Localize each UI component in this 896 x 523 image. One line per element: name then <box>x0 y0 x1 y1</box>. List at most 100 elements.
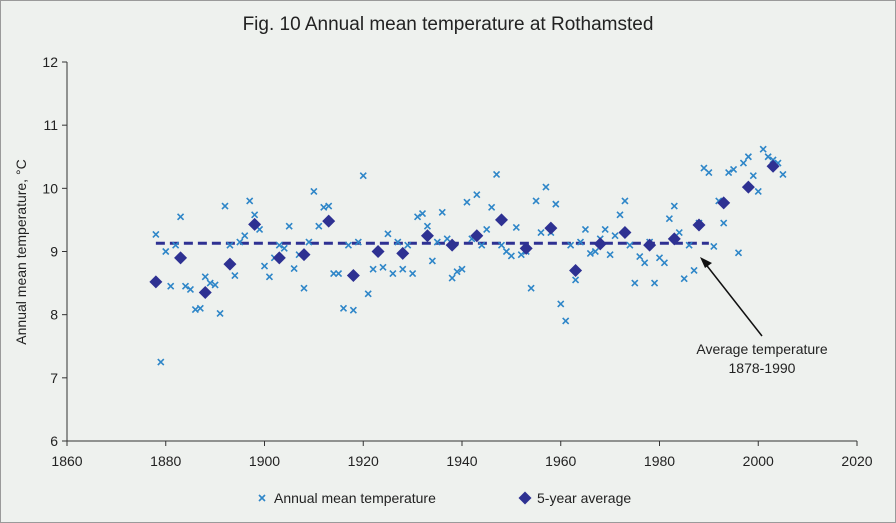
data-point <box>611 232 619 240</box>
annotation: Average temperature <box>696 341 827 357</box>
data-point <box>478 241 486 249</box>
data-point <box>692 218 706 232</box>
legend-label: 5-year average <box>537 490 631 506</box>
data-point <box>433 238 441 246</box>
data-point <box>310 187 318 196</box>
data-point <box>389 270 397 278</box>
data-point <box>569 263 583 277</box>
data-point <box>626 241 634 249</box>
legend-marker <box>518 491 532 505</box>
data-point <box>618 226 632 240</box>
data-point <box>167 282 175 290</box>
data-point <box>394 238 402 246</box>
data-point <box>705 168 713 177</box>
data-point <box>567 241 575 249</box>
data-point <box>779 170 787 179</box>
data-point <box>448 274 456 282</box>
data-point <box>251 211 259 219</box>
data-point <box>420 229 434 243</box>
y-tick-label: 11 <box>43 117 58 133</box>
y-tick-label: 7 <box>50 370 58 386</box>
data-point <box>606 251 614 259</box>
data-point <box>593 237 607 251</box>
data-point <box>260 262 269 270</box>
data-point <box>483 225 491 233</box>
y-tick-label: 10 <box>42 180 58 196</box>
data-point <box>680 275 688 283</box>
data-point <box>369 265 377 273</box>
data-point <box>717 196 731 210</box>
data-point <box>315 222 323 230</box>
data-point <box>581 225 590 233</box>
data-point <box>636 252 644 261</box>
data-point <box>453 268 461 276</box>
data-point <box>359 172 367 180</box>
data-point <box>527 284 535 292</box>
data-point <box>641 259 649 267</box>
data-point <box>744 153 752 161</box>
data-point <box>418 210 427 218</box>
data-point <box>384 230 392 238</box>
data-point <box>670 202 678 210</box>
data-point <box>423 222 432 230</box>
data-point <box>497 241 506 249</box>
x-tick-label: 1960 <box>545 453 576 469</box>
data-point <box>176 213 185 221</box>
data-point <box>344 241 353 249</box>
data-point <box>305 238 313 246</box>
data-point <box>470 229 484 243</box>
annotation: 1878-1990 <box>729 360 796 376</box>
x-tick-label: 2020 <box>841 453 872 469</box>
data-point <box>495 213 508 227</box>
data-point <box>322 214 336 228</box>
x-tick-label: 1860 <box>51 453 82 469</box>
chart-title: Fig. 10 Annual mean temperature at Rotha… <box>243 14 654 35</box>
data-point <box>562 317 570 325</box>
data-point <box>223 257 237 271</box>
data-point <box>346 269 360 283</box>
data-point <box>241 232 249 240</box>
data-point <box>172 241 180 249</box>
data-point <box>349 306 357 314</box>
data-point <box>226 241 234 249</box>
legend-label: Annual mean temperature <box>274 490 436 506</box>
data-point <box>710 242 718 251</box>
data-point <box>445 238 459 252</box>
data-point <box>413 213 422 221</box>
data-point <box>201 273 209 281</box>
data-point <box>290 264 298 273</box>
data-point <box>690 266 698 275</box>
data-point <box>198 286 212 300</box>
data-point <box>729 165 738 173</box>
x-tick-label: 1980 <box>644 453 675 469</box>
data-point <box>186 285 195 293</box>
data-point <box>488 203 496 211</box>
data-point <box>576 238 585 246</box>
data-point <box>428 257 436 265</box>
data-point <box>174 251 188 265</box>
data-point <box>507 252 515 260</box>
data-point <box>675 228 683 237</box>
data-point <box>354 238 362 246</box>
legend-marker <box>258 494 266 502</box>
data-point <box>191 306 199 314</box>
data-point <box>734 249 743 257</box>
data-point <box>759 145 767 153</box>
data-point <box>157 358 165 366</box>
data-point <box>181 282 190 290</box>
data-point <box>544 221 558 235</box>
data-point <box>325 202 333 210</box>
x-tick-label: 1900 <box>249 453 280 469</box>
y-tick-label: 6 <box>50 433 58 449</box>
data-point <box>196 304 204 312</box>
data-point <box>749 172 757 180</box>
data-point <box>542 183 550 191</box>
data-point <box>443 235 451 243</box>
data-point <box>438 208 446 216</box>
data-point <box>320 203 328 211</box>
data-point <box>643 238 657 252</box>
data-point <box>221 202 229 210</box>
data-point <box>334 270 343 278</box>
data-point <box>236 238 244 246</box>
x-tick-label: 1940 <box>446 453 477 469</box>
